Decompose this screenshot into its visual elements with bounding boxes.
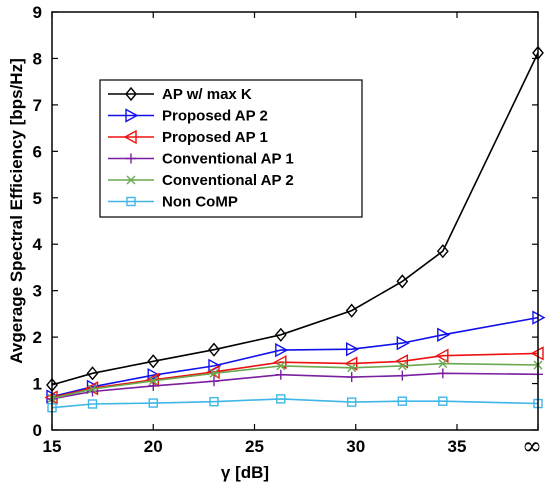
data-point xyxy=(276,370,286,380)
data-point xyxy=(438,368,448,378)
legend-label: Non CoMP xyxy=(162,194,238,211)
legend-label: Proposed AP 2 xyxy=(162,108,268,125)
y-tick-label: 5 xyxy=(33,189,42,208)
series-line xyxy=(52,373,538,399)
y-axis-title: Avgerage Spectral Efficiency [bps/Hz] xyxy=(7,58,26,363)
y-tick-label: 4 xyxy=(33,235,43,254)
x-tick-label: 25 xyxy=(245,437,264,456)
data-point xyxy=(347,372,357,382)
x-axis-title: γ [dB] xyxy=(221,463,269,482)
y-tick-label: 2 xyxy=(33,328,42,347)
x-tick-label: 20 xyxy=(144,437,163,456)
y-tick-label: 3 xyxy=(33,282,42,301)
y-tick-label: 8 xyxy=(33,49,42,68)
y-tick-label: 7 xyxy=(33,96,42,115)
y-tick-label: 0 xyxy=(33,421,42,440)
data-point xyxy=(148,381,158,391)
y-tick-label: 9 xyxy=(33,3,42,22)
series-line xyxy=(52,399,538,408)
y-tick-label: 6 xyxy=(33,142,42,161)
x-tick-label: 15 xyxy=(43,437,62,456)
x-tick-label: ∞ xyxy=(522,432,542,460)
data-point xyxy=(397,371,407,381)
series-3 xyxy=(47,368,543,404)
legend-label: Conventional AP 2 xyxy=(162,172,294,189)
axes: 0 1 2 3 4 5 6 7 8 9 15 20 25 30 35 ∞ γ [dB] Avgerage Spec… xyxy=(7,3,542,482)
legend-label: AP w/ max K xyxy=(162,86,252,103)
x-tick-label: 30 xyxy=(346,437,365,456)
legend-label: Conventional AP 1 xyxy=(162,151,294,168)
x-tick-label: 35 xyxy=(448,437,467,456)
y-tick-label: 1 xyxy=(33,375,42,394)
series-5 xyxy=(48,395,542,412)
legend-label: Proposed AP 1 xyxy=(162,129,268,146)
legend: AP w/ max K Proposed AP 2 Proposed AP 1 Con… xyxy=(100,80,362,217)
